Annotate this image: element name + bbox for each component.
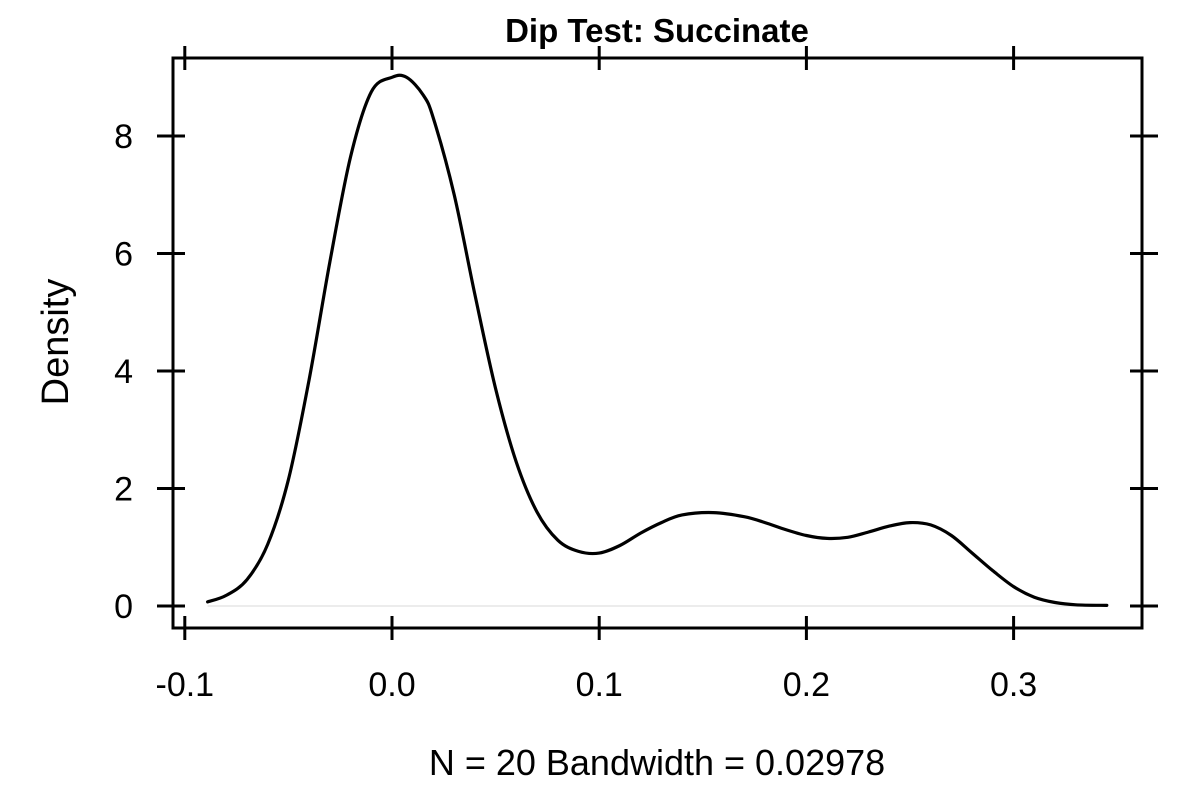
x-axis-label: N = 20 Bandwidth = 0.02978 [429, 742, 885, 783]
y-tick-label: 2 [114, 471, 133, 509]
y-axis-label: Density [35, 279, 77, 406]
density-curve [206, 73, 1109, 607]
plot-frame [171, 56, 1144, 630]
y-tick-label: 6 [114, 236, 133, 274]
chart-title: Dip Test: Succinate [505, 12, 809, 49]
series-layer [206, 73, 1109, 607]
x-tick-label: -0.1 [156, 666, 215, 704]
y-tick-label: 8 [114, 118, 133, 156]
x-tick-label: 0.1 [576, 666, 623, 704]
x-tick-label: 0.2 [783, 666, 830, 704]
axes [171, 56, 1144, 630]
y-tick-label: 4 [114, 353, 133, 391]
x-tick-label: 0.3 [990, 666, 1037, 704]
x-tick-label: 0.0 [368, 666, 415, 704]
y-tick-label: 0 [114, 588, 133, 626]
tick-marks [157, 46, 1158, 640]
tick-labels: -0.1 0.0 0.1 0.2 0.3 0 2 4 6 8 [114, 118, 1037, 704]
